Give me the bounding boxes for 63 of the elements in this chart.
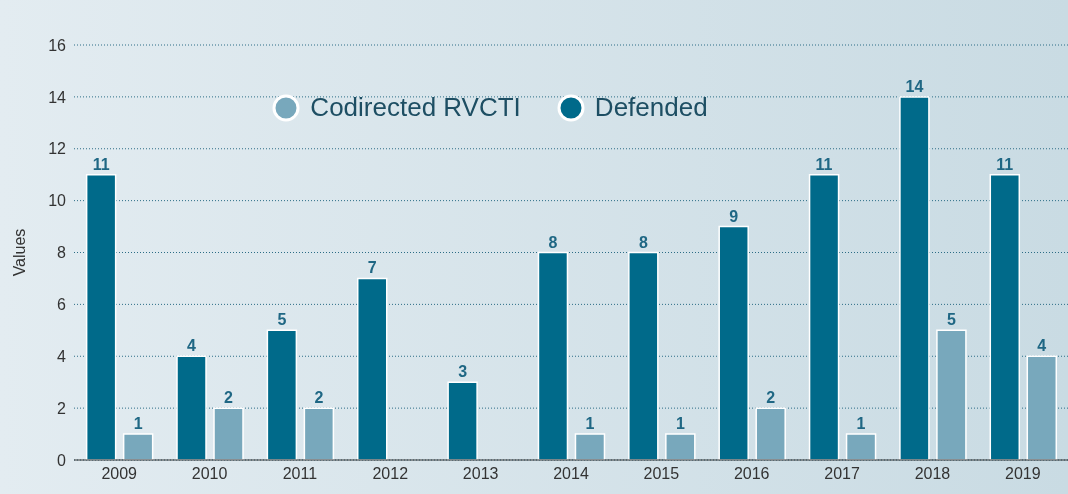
bar: [665, 433, 696, 460]
bar: [537, 251, 569, 460]
bar: [755, 407, 786, 460]
legend-label: Codirected RVCTI: [310, 92, 521, 123]
y-tick-label: 6: [57, 296, 67, 314]
data-label: 2: [314, 389, 324, 407]
x-tick-label: 2018: [914, 465, 951, 483]
bar: [1026, 355, 1058, 460]
bar: [266, 329, 298, 460]
data-label: 8: [638, 233, 648, 251]
y-axis-title: Values: [10, 228, 28, 277]
bar: [176, 355, 207, 460]
data-label: 5: [277, 311, 287, 329]
x-tick-label: 2010: [191, 465, 228, 483]
y-tick-label: 2: [57, 399, 67, 417]
bar: [936, 329, 967, 460]
data-label: 4: [1037, 337, 1047, 355]
y-tick-label: 16: [48, 36, 67, 54]
x-tick-label: 2012: [372, 465, 409, 483]
data-label: 1: [133, 415, 143, 433]
x-tick-label: 2009: [101, 465, 138, 483]
bar: [85, 173, 117, 460]
data-label: 3: [458, 363, 468, 381]
data-label: 4: [187, 337, 197, 355]
legend-label: Defended: [594, 92, 708, 123]
data-label: 11: [815, 155, 833, 173]
x-tick-label: 2017: [824, 465, 860, 483]
bar: [845, 433, 877, 460]
x-tick-label: 2015: [643, 465, 680, 483]
bar: [122, 433, 154, 460]
y-tick-label: 14: [48, 88, 67, 106]
x-tick-label: 2019: [1005, 465, 1041, 483]
y-tick-label: 0: [57, 451, 67, 469]
y-tick-label: 8: [57, 244, 67, 262]
bar: [808, 173, 840, 460]
x-tick-label: 2016: [733, 465, 770, 483]
data-label: 8: [548, 233, 558, 251]
bar: [303, 407, 335, 460]
bar: [989, 173, 1021, 460]
data-label: 7: [367, 259, 377, 277]
y-tick-label: 10: [48, 192, 67, 210]
x-tick-label: 2011: [282, 465, 318, 483]
data-label: 2: [766, 389, 776, 407]
data-label: 1: [856, 415, 866, 433]
data-label: 11: [996, 155, 1014, 173]
bar: [628, 251, 659, 460]
y-tick-label: 12: [48, 140, 67, 158]
x-tick-label: 2014: [553, 465, 589, 483]
data-label: 1: [675, 415, 685, 433]
bar: [718, 225, 749, 460]
data-label: 2: [224, 389, 234, 407]
data-label: 14: [905, 77, 924, 95]
bar: [899, 96, 930, 460]
data-label: 11: [92, 155, 110, 173]
data-label: 5: [946, 311, 956, 329]
bar: [447, 381, 478, 460]
bar: [356, 277, 388, 460]
y-tick-label: 4: [57, 347, 67, 365]
data-label: 9: [729, 207, 739, 225]
data-label: 1: [585, 415, 595, 433]
x-tick-label: 2013: [462, 465, 499, 483]
bar: [213, 407, 244, 460]
bar: [574, 433, 606, 460]
